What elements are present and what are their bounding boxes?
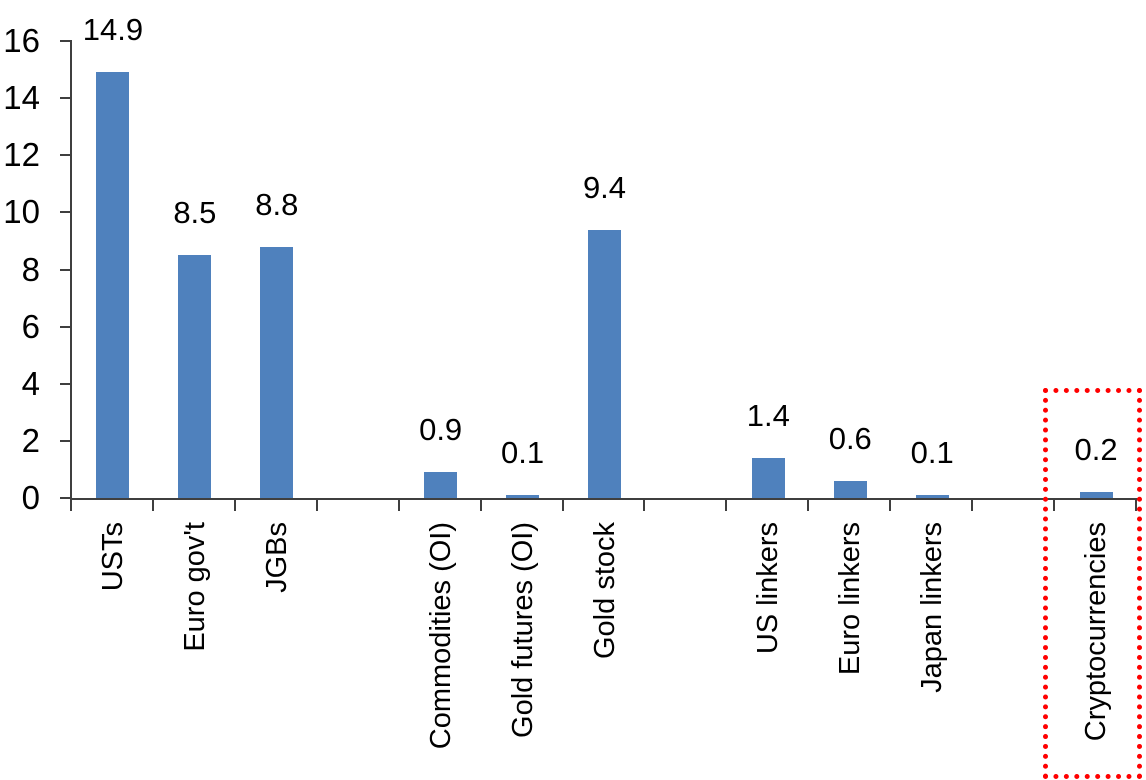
y-axis-tick xyxy=(60,211,72,214)
x-axis-category-label: Japan linkers xyxy=(916,522,949,693)
y-axis-tick-label: 0 xyxy=(21,479,40,516)
bar-euro-linkers xyxy=(833,480,867,498)
bar-cryptocurrencies xyxy=(1079,492,1113,498)
bar-usts xyxy=(96,72,130,498)
x-axis-tick xyxy=(151,498,154,511)
x-axis-category-label: Gold stock xyxy=(588,522,621,659)
bar-value-label: 0.1 xyxy=(501,435,545,471)
x-axis-tick xyxy=(725,498,728,511)
bar-gold-stock xyxy=(588,229,621,498)
y-axis-tick-label: 12 xyxy=(3,136,40,174)
y-axis-tick-label: 2 xyxy=(21,421,40,459)
y-axis-tick xyxy=(60,268,72,271)
x-axis-tick xyxy=(971,498,974,511)
bar-commodities-oi- xyxy=(424,472,458,498)
bar-value-label: 0.6 xyxy=(828,420,872,456)
y-axis-tick xyxy=(60,154,72,157)
y-axis-tick-label: 8 xyxy=(21,250,40,288)
x-axis-tick xyxy=(807,498,810,511)
y-axis-tick xyxy=(60,40,72,42)
bar-value-label: 0.1 xyxy=(910,435,954,471)
bar-value-label: 0.2 xyxy=(1074,432,1118,468)
x-axis-tick xyxy=(889,498,892,511)
bar-value-label: 0.9 xyxy=(419,412,463,448)
bar-japan-linkers xyxy=(915,495,949,498)
y-axis-tick-label: 6 xyxy=(21,307,40,345)
bar-value-label: 8.8 xyxy=(255,186,299,222)
bar-value-label: 1.4 xyxy=(746,398,790,433)
y-axis-tick xyxy=(60,325,72,328)
bar-value-label: 9.4 xyxy=(582,169,627,205)
x-axis-tick xyxy=(70,498,72,511)
y-axis-tick xyxy=(60,97,72,100)
x-axis-tick xyxy=(1135,498,1137,511)
x-axis-tick xyxy=(1053,498,1056,511)
y-axis-tick-label: 10 xyxy=(3,193,40,231)
x-axis-category-label: Euro gov't xyxy=(178,522,211,652)
x-axis-category-label: Gold futures (OI) xyxy=(506,522,539,738)
y-axis-tick xyxy=(60,439,72,442)
x-axis-category-label: US linkers xyxy=(752,522,785,655)
x-axis-tick xyxy=(397,498,400,511)
bar-euro-gov-t xyxy=(178,255,212,498)
bar-jgbs xyxy=(260,246,294,498)
x-axis-category-label: USTs xyxy=(96,522,129,592)
x-axis-tick xyxy=(479,498,482,511)
x-axis-category-label: Euro linkers xyxy=(834,522,867,676)
x-axis-tick xyxy=(561,498,564,511)
x-axis-line xyxy=(70,498,1140,500)
y-axis-tick xyxy=(60,382,72,385)
highlight-box-cryptocurrencies xyxy=(1043,388,1143,779)
bar-us-linkers xyxy=(751,458,785,498)
bar-value-label: 14.9 xyxy=(82,12,144,48)
x-axis-tick xyxy=(233,498,236,511)
bar-gold-futures-oi- xyxy=(506,495,540,498)
x-axis-tick xyxy=(315,498,318,511)
y-axis-tick xyxy=(60,497,72,499)
x-axis-category-label: Commodities (OI) xyxy=(424,522,457,750)
y-axis-tick-label: 16 xyxy=(3,22,40,59)
y-axis-tick-label: 14 xyxy=(3,79,40,117)
y-axis-tick-label: 4 xyxy=(21,364,40,402)
x-axis-category-label: JGBs xyxy=(260,522,293,593)
bar-value-label: 8.5 xyxy=(173,195,217,231)
x-axis-tick xyxy=(643,498,646,511)
